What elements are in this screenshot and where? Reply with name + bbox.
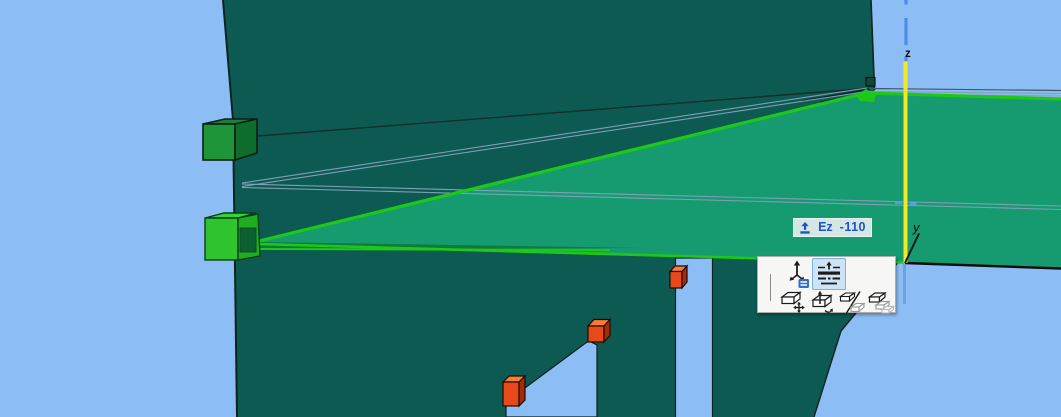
red-hotspot-2[interactable] [586,317,612,344]
tracker-label: Ez [818,220,833,235]
slab-edge-right [904,261,1061,270]
y-axis-line [904,233,920,264]
corner-node-marker[interactable] [865,76,876,87]
move-3d-options-icon [789,260,809,288]
palette-drag-handle[interactable] [770,274,771,301]
ghost-edge-lower [241,183,1061,211]
elevate-box-icon [811,290,833,313]
wall-bottom-edge [801,88,871,102]
ghost-edge-right-dark [868,87,1061,92]
palette-item-mirror-element[interactable] [837,289,867,315]
slab-selected-front-edge-2 [258,248,611,251]
coordinate-tracker: Ez -110 [793,218,872,237]
y-axis-label: y [912,220,921,235]
z-axis-label: z [905,48,911,60]
element-edge-line [257,87,867,137]
red-hotspot-1[interactable] [501,374,527,408]
green-hotspot-grabbed[interactable] [204,212,261,261]
palette-item-drag-element[interactable] [778,289,808,315]
pet-palette[interactable] [757,256,896,315]
palette-item-move-options[interactable] [782,259,812,289]
wall-opening-triangle [505,340,598,417]
ghost-edge-upper [241,87,868,188]
elevation-arrow-icon [800,221,810,234]
red-hotspot-3[interactable] [668,264,689,290]
multiply-box-icon [867,291,895,314]
palette-item-multiply-element[interactable] [866,289,896,315]
slab-corner-highlight [856,89,876,102]
tracker-value-field[interactable]: -110 [839,220,866,235]
palette-item-elevate[interactable] [812,258,846,290]
drag-box-icon [780,291,805,314]
palette-item-elevate-element[interactable] [808,289,838,315]
mirror-box-icon [839,291,865,314]
elevate-lines-icon [818,261,840,285]
green-hotspot-upper[interactable] [202,117,258,162]
snap-marker [895,201,917,206]
wall-right-edge [870,0,876,91]
